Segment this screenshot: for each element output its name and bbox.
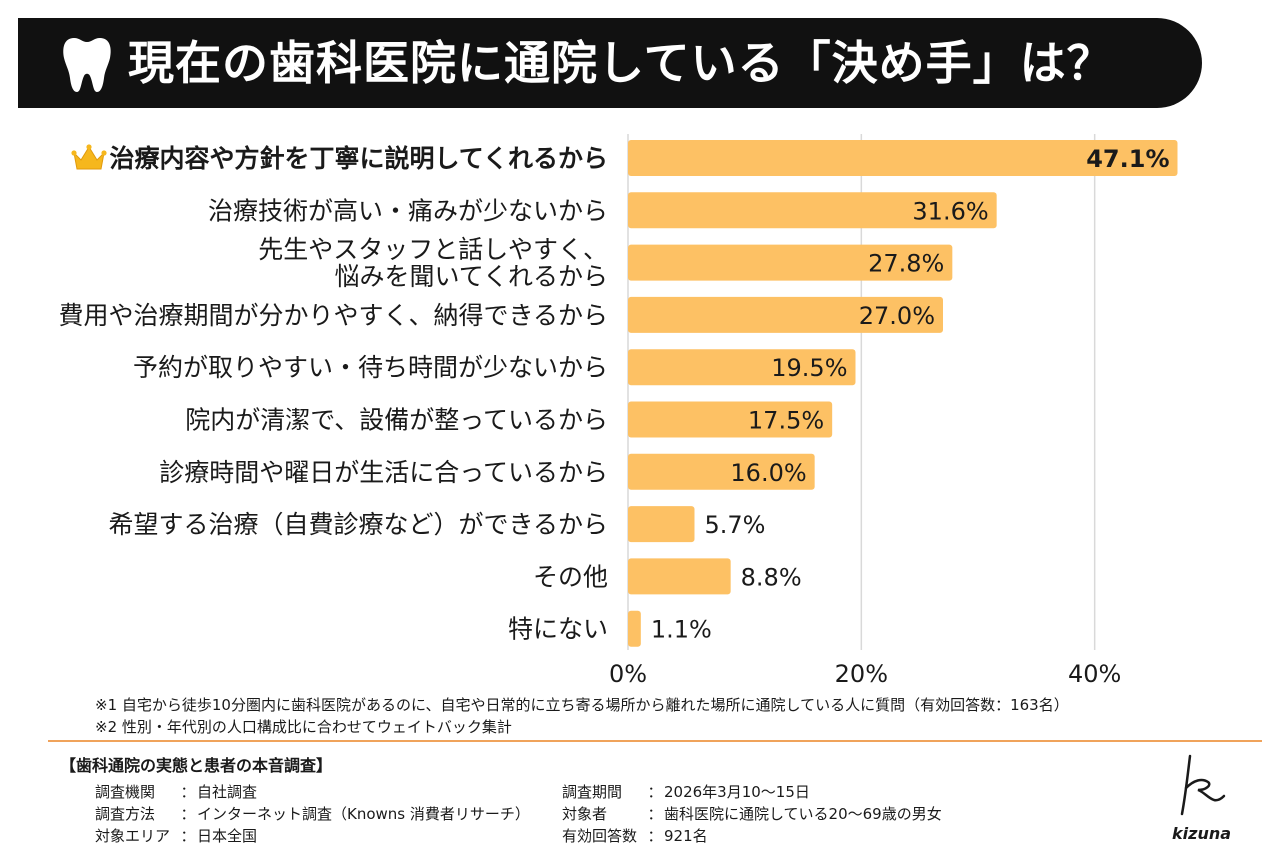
footnote-1: ※1 自宅から徒歩10分圏内に歯科医院があるのに、自宅や日常的に立ち寄る場所から… [95, 696, 1069, 714]
data-label: 27.8% [868, 250, 944, 278]
survey-key: 調査機関 [95, 783, 156, 801]
survey-key: 調査方法 [95, 805, 156, 823]
category-label: 予約が取りやすい・待ち時間が少ないから [133, 353, 608, 382]
survey-value: 2026年3月10〜15日 [664, 783, 810, 801]
data-label: 8.8% [741, 563, 802, 591]
survey-row: 調査方法 ： インターネット調査（Knowns 消費者リサーチ） [95, 803, 530, 825]
category-label: 希望する治療（自費診療など）ができるから [108, 510, 608, 539]
survey-row: 有効回答数 ： 921名 [562, 825, 942, 847]
page-title: 現在の歯科医院に通院している「決め手」は？ [128, 36, 1114, 90]
category-label: 先生やスタッフと話しやすく、 [258, 235, 608, 264]
survey-row: 対象者 ： 歯科医院に通院している20〜69歳の男女 [562, 803, 942, 825]
survey-value: 日本全国 [197, 827, 258, 845]
survey-sep: ： [180, 783, 196, 801]
title-bar: 現在の歯科医院に通院している「決め手」は？ [18, 18, 1202, 108]
category-label: 診療時間や曜日が生活に合っているから [159, 458, 608, 487]
bar [628, 349, 856, 386]
x-tick-labels: 0% 20% 40% [609, 660, 1121, 688]
data-label: 27.0% [859, 302, 935, 330]
x-tick-label: 0% [609, 660, 647, 688]
footnotes: ※1 自宅から徒歩10分圏内に歯科医院があるのに、自宅や日常的に立ち寄る場所から… [95, 694, 1069, 738]
tooth-icon [63, 38, 111, 92]
kizuna-signature-icon [1180, 754, 1226, 816]
survey-sep: ： [647, 827, 663, 845]
crown-icon [71, 144, 107, 170]
bar [628, 140, 1178, 176]
bar [628, 610, 641, 647]
survey-key: 対象者 [562, 805, 608, 823]
survey-sep: ： [647, 783, 663, 801]
survey-sep: ： [180, 805, 196, 823]
logo-text: kizuna [1172, 824, 1232, 843]
bar [628, 558, 731, 595]
survey-info-left: 調査機関 ： 自社調査 調査方法 ： インターネット調査（Knowns 消費者リ… [95, 781, 530, 847]
bar [628, 244, 953, 281]
data-label: 16.0% [730, 459, 806, 487]
data-label: 5.7% [705, 511, 766, 539]
survey-value: インターネット調査（Knowns 消費者リサーチ） [197, 805, 530, 823]
survey-key: 対象エリア [95, 827, 171, 845]
survey-value: 921名 [664, 827, 708, 845]
category-labels: 治療内容や方針を丁寧に説明してくれるから治療技術が高い・痛みが少ないから先生やス… [58, 144, 608, 644]
category-label: 治療内容や方針を丁寧に説明してくれるから [109, 144, 608, 173]
divider [48, 740, 1262, 742]
bar [628, 296, 943, 333]
category-label: 悩みを聞いてくれるから [334, 262, 608, 291]
data-label: 1.1% [651, 616, 712, 644]
bar [628, 453, 815, 490]
category-label: 院内が清潔で、設備が整っているから [185, 406, 608, 435]
survey-key: 有効回答数 [562, 827, 638, 845]
footnote-2: ※2 性別・年代別の人口構成比に合わせてウェイトバック集計 [95, 718, 512, 736]
survey-title: 【歯科通院の実態と患者の本音調査】 [60, 756, 333, 775]
survey-info-right: 調査期間 ： 2026年3月10〜15日 対象者 ： 歯科医院に通院している20… [562, 781, 942, 847]
category-label: その他 [533, 562, 608, 591]
bar-chart: 治療内容や方針を丁寧に説明してくれるから治療技術が高い・痛みが少ないから先生やス… [58, 134, 1178, 688]
x-tick-label: 20% [835, 660, 888, 688]
data-label: 31.6% [912, 197, 988, 225]
data-label: 17.5% [748, 407, 824, 435]
survey-row: 調査期間 ： 2026年3月10〜15日 [562, 781, 942, 803]
category-label: 費用や治療期間が分かりやすく、納得できるから [58, 301, 608, 330]
category-label: 治療技術が高い・痛みが少ないから [208, 196, 608, 225]
bar [628, 192, 997, 229]
survey-row: 調査機関 ： 自社調査 [95, 781, 530, 803]
survey-value: 歯科医院に通院している20〜69歳の男女 [664, 805, 942, 823]
survey-sep: ： [180, 827, 196, 845]
data-label: 19.5% [771, 354, 847, 382]
survey-row: 対象エリア ： 日本全国 [95, 825, 530, 847]
survey-sep: ： [647, 805, 663, 823]
data-label: 47.1% [1086, 145, 1169, 173]
survey-value: 自社調査 [197, 783, 258, 801]
bar [628, 401, 833, 438]
bars [628, 140, 1178, 647]
bar [628, 506, 695, 543]
value-labels: 47.1% 31.6% 27.8% 27.0% 19.5% 17.5% 16.0% 5.7% 8… [651, 145, 1170, 644]
x-tick-label: 40% [1068, 660, 1121, 688]
category-label: 特にない [508, 615, 608, 644]
survey-key: 調査期間 [562, 783, 623, 801]
